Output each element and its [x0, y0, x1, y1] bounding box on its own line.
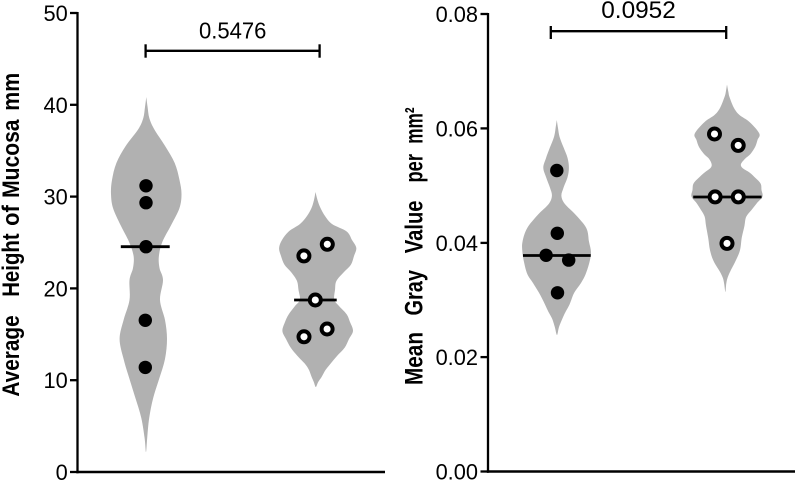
svg-text:0.5476: 0.5476	[199, 18, 267, 44]
svg-text:0.02: 0.02	[436, 345, 478, 370]
svg-text:MeanGrayValuepermm²: MeanGrayValuepermm²	[401, 107, 429, 385]
svg-text:0.0952: 0.0952	[601, 0, 676, 24]
svg-text:40: 40	[44, 93, 68, 118]
svg-text:30: 30	[44, 185, 68, 210]
svg-text:0.00: 0.00	[436, 460, 478, 482]
svg-text:10: 10	[44, 368, 68, 393]
svg-text:50: 50	[44, 1, 68, 26]
svg-text:0: 0	[56, 460, 68, 482]
svg-text:0.08: 0.08	[436, 2, 478, 27]
svg-text:AverageHeightofMucosamm: AverageHeightofMucosamm	[0, 73, 25, 397]
svg-text:0.04: 0.04	[436, 231, 478, 256]
svg-text:20: 20	[44, 276, 68, 301]
svg-text:0.06: 0.06	[436, 116, 478, 141]
